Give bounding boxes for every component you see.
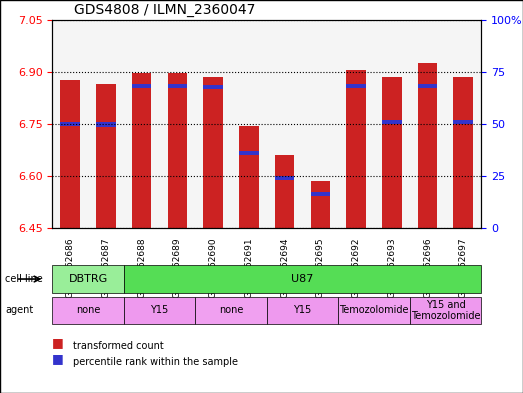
Bar — [346, 70, 366, 228]
Text: none: none — [219, 305, 243, 316]
Bar — [132, 84, 152, 88]
Text: Y15 and
Temozolomide: Y15 and Temozolomide — [411, 300, 480, 321]
Text: Y15: Y15 — [151, 305, 168, 316]
Bar — [382, 120, 402, 124]
Bar — [418, 63, 437, 228]
Bar — [203, 85, 223, 90]
Bar — [311, 181, 330, 228]
Text: percentile rank within the sample: percentile rank within the sample — [73, 356, 238, 367]
Bar — [275, 176, 294, 180]
Text: none: none — [76, 305, 100, 316]
Bar — [275, 155, 294, 228]
Text: agent: agent — [5, 305, 33, 316]
Bar — [132, 73, 152, 228]
Text: U87: U87 — [291, 274, 314, 284]
Bar — [60, 122, 80, 126]
Bar — [167, 84, 187, 88]
Bar — [239, 151, 259, 155]
Text: ■: ■ — [52, 352, 64, 365]
Bar — [418, 84, 437, 88]
Bar — [453, 77, 473, 228]
Bar — [311, 192, 330, 196]
Bar — [239, 125, 259, 228]
Text: Y15: Y15 — [293, 305, 312, 316]
Bar — [453, 120, 473, 124]
Bar — [346, 84, 366, 88]
Bar — [203, 77, 223, 228]
Text: DBTRG: DBTRG — [69, 274, 108, 284]
Text: transformed count: transformed count — [73, 341, 164, 351]
Bar — [60, 81, 80, 228]
Text: GDS4808 / ILMN_2360047: GDS4808 / ILMN_2360047 — [74, 3, 255, 17]
Bar — [382, 77, 402, 228]
Text: Temozolomide: Temozolomide — [339, 305, 408, 316]
Bar — [167, 73, 187, 228]
Bar — [96, 122, 116, 127]
Text: cell line: cell line — [5, 274, 43, 284]
Bar — [96, 84, 116, 228]
Text: ■: ■ — [52, 336, 64, 349]
